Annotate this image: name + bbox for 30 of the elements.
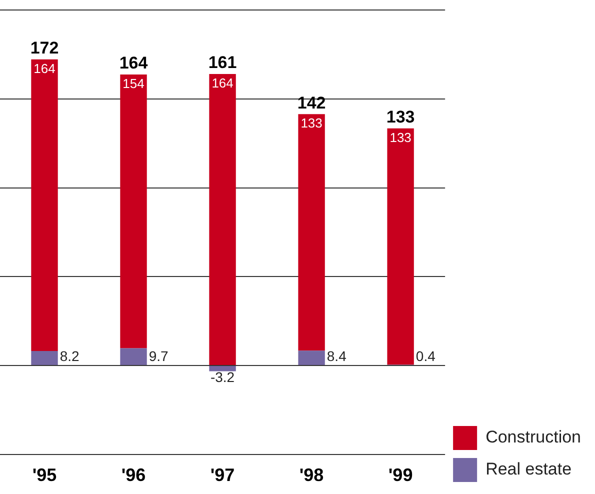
data-label: 8.2 <box>60 348 80 364</box>
data-label: 133 <box>300 116 322 131</box>
bar <box>120 348 147 366</box>
bar <box>298 114 325 351</box>
total-label: 161 <box>208 53 237 72</box>
x-tick-label: '99 <box>388 465 413 486</box>
data-label: 8.4 <box>326 348 347 364</box>
bar <box>31 350 58 366</box>
x-tick-label: '95 <box>32 465 57 486</box>
data-label: 164 <box>34 60 56 76</box>
data-label: 164 <box>212 76 234 91</box>
bar <box>209 74 236 366</box>
x-tick-label: '96 <box>121 465 146 486</box>
x-tick-label: '97 <box>210 465 235 486</box>
bar <box>387 128 414 365</box>
bar <box>298 350 325 366</box>
data-label: 133 <box>390 130 412 145</box>
total-label: 164 <box>119 54 148 73</box>
bar <box>209 366 236 372</box>
data-label: 0.4 <box>416 348 436 364</box>
legend-label: Construction <box>486 428 582 447</box>
x-tick-label: '98 <box>299 465 324 486</box>
data-label: 154 <box>122 76 144 92</box>
total-label: 172 <box>30 38 59 58</box>
total-label: 133 <box>386 108 415 127</box>
bar <box>31 59 58 351</box>
legend-label: Real estate <box>486 460 572 479</box>
data-label: 9.7 <box>148 348 169 364</box>
bar <box>120 74 147 348</box>
data-label: -3.2 <box>210 369 235 386</box>
